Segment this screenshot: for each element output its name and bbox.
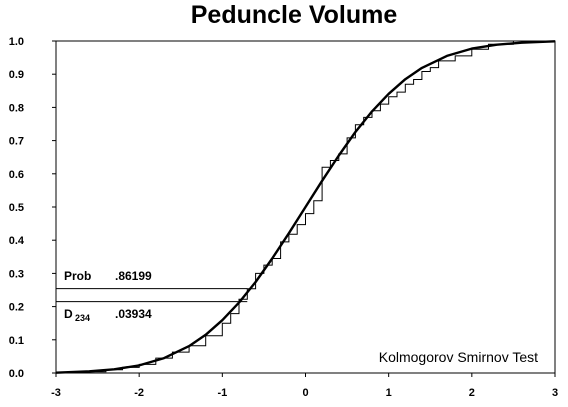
x-tick-label: -3 [51,387,61,399]
prob-value: .86199 [115,269,152,283]
chart-title: Peduncle Volume [191,1,398,29]
y-tick-label: 0.6 [9,169,24,181]
y-tick-label: 0.5 [9,202,24,214]
y-tick-label: 0.8 [9,102,24,114]
d-statistic-subscript: 234 [75,313,90,323]
y-tick-label: 0.2 [9,302,24,314]
x-tick-label: 3 [552,387,558,399]
d-statistic-label: D [64,307,73,321]
y-tick-label: 0.4 [9,235,25,247]
y-tick-label: 0.0 [9,368,24,380]
x-tick-label: -2 [134,387,144,399]
x-tick-label: 1 [386,387,392,399]
theoretical-cdf-line [55,40,556,374]
prob-label: Prob [64,269,91,283]
x-tick-label: 2 [469,387,475,399]
reference-lines [56,288,248,303]
series-layer [55,40,556,374]
y-axis: 0.0 0.1 0.2 0.3 0.4 0.5 0.6 0.7 0.8 0.9 1.0 [9,36,56,380]
empirical-cdf-step [56,40,555,374]
x-axis: -3 -2 -1 0 1 2 3 [51,373,558,399]
y-tick-label: 0.7 [9,136,24,148]
d-statistic-value: .03934 [115,307,152,321]
test-label: Kolmogorov Smirnov Test [379,349,538,365]
x-tick-label: 0 [302,387,308,399]
y-tick-label: 0.9 [9,69,24,81]
y-tick-label: 0.3 [9,268,24,280]
x-tick-label: -1 [217,387,227,399]
y-tick-label: 1.0 [9,36,24,48]
y-tick-label: 0.1 [9,335,24,347]
